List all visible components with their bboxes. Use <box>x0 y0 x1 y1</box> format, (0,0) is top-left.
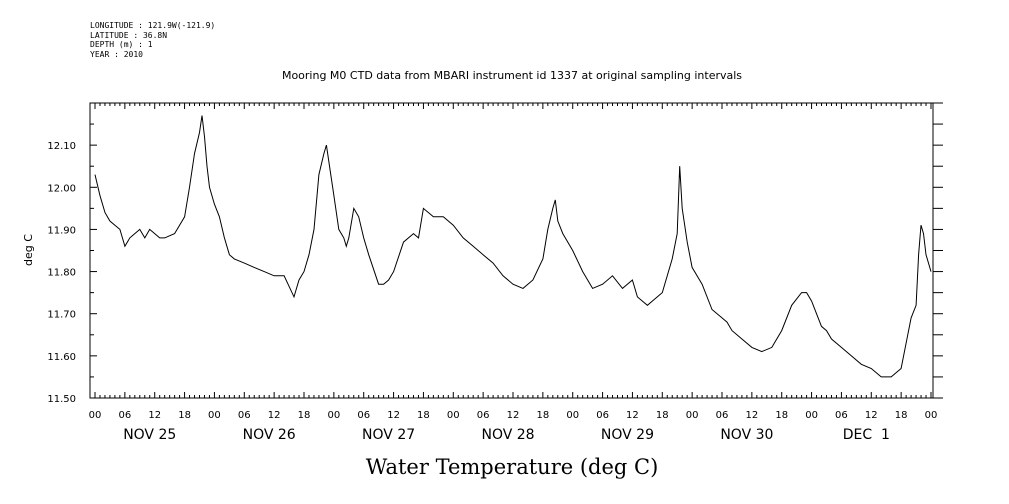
plot-frame <box>89 102 934 399</box>
x-hour-label: 06 <box>118 410 131 421</box>
x-hour-label: 00 <box>566 410 579 421</box>
metadata-block: LONGITUDE : 121.9W(-121.9) LATITUDE : 36… <box>90 21 215 59</box>
x-hour-label: 12 <box>148 410 161 421</box>
x-hour-label: 18 <box>178 410 191 421</box>
minor-ticks <box>90 102 943 399</box>
latitude-text: LATITUDE : 36.8N <box>90 30 168 40</box>
x-hour-label: 18 <box>417 410 430 421</box>
x-hour-label: 00 <box>686 410 699 421</box>
x-hour-label: 18 <box>656 410 669 421</box>
x-hour-label: 12 <box>626 410 639 421</box>
x-day-label: NOV 30 <box>720 427 773 443</box>
x-axis-label: Water Temperature (deg C) <box>366 455 659 479</box>
x-hour-label: 00 <box>805 410 818 421</box>
x-hour-label: 06 <box>596 410 609 421</box>
x-day-labels: NOV 25 NOV 26 NOV 27 NOV 28 NOV 29 NOV 30 DEC … <box>123 427 890 443</box>
longitude-text: LONGITUDE : 121.9W(-121.9) <box>90 21 216 30</box>
x-hour-label: 12 <box>745 410 758 421</box>
y-tick-label: 11.60 <box>47 352 76 363</box>
x-hour-label: 00 <box>447 410 460 421</box>
year-text: YEAR : 2010 <box>90 49 143 59</box>
x-hour-label: 06 <box>835 410 848 421</box>
x-hour-label: 18 <box>775 410 788 421</box>
x-hour-label: 12 <box>865 410 878 421</box>
x-hour-label: 06 <box>357 410 370 421</box>
x-hour-label: 00 <box>89 410 102 421</box>
x-hour-label: 00 <box>925 410 938 421</box>
x-hour-label: 18 <box>298 410 311 421</box>
y-axis-labels: 11.50 11.60 11.70 11.80 11.90 12.00 12.10 <box>47 141 76 405</box>
depth-text: DEPTH (m) : 1 <box>90 40 153 49</box>
water-temperature-line <box>94 115 932 378</box>
y-tick-label: 11.50 <box>47 394 76 405</box>
x-hour-label: 18 <box>895 410 908 421</box>
x-hour-label: 06 <box>477 410 490 421</box>
y-tick-label: 12.00 <box>47 183 76 194</box>
y-tick-label: 11.90 <box>47 225 76 236</box>
x-day-label: NOV 25 <box>123 427 176 443</box>
x-day-label: NOV 29 <box>601 427 654 443</box>
x-day-label: NOV 26 <box>243 427 296 443</box>
x-day-label: NOV 28 <box>481 427 534 443</box>
x-hour-labels: 00 06 12 18 00 06 12 18 00 06 12 18 00 06 12 18 00 06 12 18… <box>89 410 938 421</box>
x-hour-label: 06 <box>716 410 729 421</box>
y-tick-label: 11.80 <box>47 268 76 279</box>
x-hour-label: 12 <box>387 410 400 421</box>
y-tick-label: 11.70 <box>47 310 76 321</box>
x-hour-label: 06 <box>238 410 251 421</box>
x-hour-label: 00 <box>208 410 221 421</box>
x-hour-label: 18 <box>536 410 549 421</box>
y-tick-label: 12.10 <box>47 141 76 152</box>
x-hour-label: 00 <box>327 410 340 421</box>
y-axis-label: deg C <box>22 234 35 266</box>
chart-title: Mooring M0 CTD data from MBARI instrumen… <box>282 69 742 82</box>
x-hour-label: 12 <box>268 410 281 421</box>
x-day-label: DEC 1 <box>843 427 890 443</box>
x-day-label: NOV 27 <box>362 427 415 443</box>
x-hour-label: 12 <box>507 410 520 421</box>
